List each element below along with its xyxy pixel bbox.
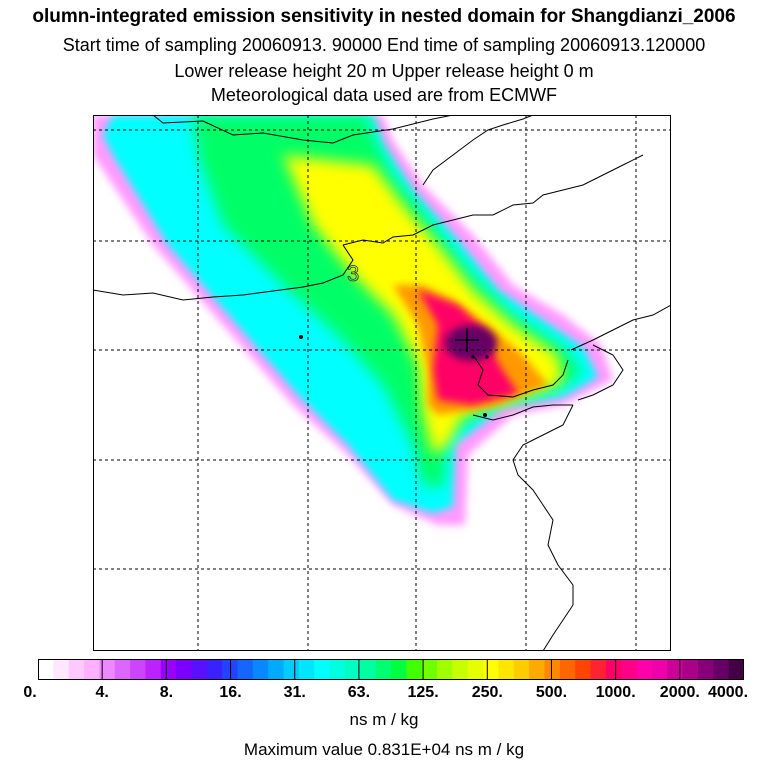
colorbar-swatch	[513, 659, 530, 680]
colorbar-tick-label: 125.	[407, 684, 439, 701]
colorbar-swatch	[651, 659, 668, 680]
colorbar-tick-label: 500.	[535, 684, 568, 701]
colorbar-swatch	[206, 659, 223, 680]
map-border	[93, 115, 671, 651]
station-markers	[299, 328, 489, 417]
colorbar-swatch	[682, 659, 699, 680]
colorbar-tick-label: 4000.	[707, 684, 749, 701]
colorbar-tick-label: 1000.	[595, 684, 636, 701]
colorbar-swatch	[283, 659, 300, 680]
colorbar-swatch	[728, 659, 744, 680]
colorbar-tick-label: 0.	[23, 684, 37, 701]
colorbar-swatch	[191, 659, 208, 680]
colorbar-swatch	[391, 659, 407, 680]
colorbar	[38, 659, 744, 680]
colorbar-swatch	[298, 659, 315, 680]
release-height-line: Lower release height 20 m Upper release …	[174, 61, 594, 81]
colorbar-tick-label: 31.	[283, 684, 306, 701]
colorbar-swatch	[452, 659, 469, 680]
colorbar-tick-label: 2000.	[659, 684, 700, 701]
colorbar-swatch	[237, 659, 254, 680]
met-data-line: Meteorological data used are from ECMWF	[210, 85, 558, 105]
colorbar-swatch	[636, 659, 653, 680]
colorbar-swatch	[483, 659, 499, 680]
colorbar-swatch	[84, 659, 100, 680]
colorbar-swatch	[252, 659, 269, 680]
colorbar-swatch	[621, 659, 638, 680]
colorbar-swatch	[421, 659, 438, 680]
colorbar-swatch	[375, 659, 392, 680]
contour-label: 3	[347, 261, 359, 286]
colorbar-swatch	[38, 659, 54, 680]
colorbar-swatch	[544, 659, 561, 680]
colorbar-swatch	[99, 659, 116, 680]
colorbar-swatch	[667, 659, 684, 680]
colorbar-swatch	[559, 659, 576, 680]
colorbar-swatch	[68, 659, 85, 680]
colorbar-swatch	[53, 659, 70, 680]
max-value-label: Maximum value 0.831E+04 ns m / kg	[243, 740, 525, 759]
colorbar-tick-label: 250.	[471, 684, 503, 701]
colorbar-tick-label: 63.	[347, 684, 371, 701]
colorbar-swatch	[145, 659, 162, 680]
plume	[93, 115, 613, 525]
colorbar-tick-label: 16.	[219, 684, 242, 701]
map-grid	[93, 115, 671, 651]
colorbar-swatch	[590, 659, 607, 680]
colorbar-swatch	[360, 659, 377, 680]
colorbar-swatch	[605, 659, 622, 680]
colorbar-swatches	[38, 659, 744, 680]
colorbar-swatch	[467, 659, 484, 680]
sensitivity-map: 3	[93, 115, 671, 651]
colorbar-swatch	[160, 659, 177, 680]
colorbar-swatch	[713, 659, 730, 680]
colorbar-swatch	[575, 659, 592, 680]
colorbar-border	[38, 659, 744, 680]
colorbar-swatch	[329, 659, 346, 680]
map-panel: 3	[93, 115, 671, 651]
plume-core	[445, 325, 497, 361]
colorbar-swatch	[314, 659, 331, 680]
colorbar-swatch	[697, 659, 714, 680]
colorbar-tick-label: 4.	[95, 684, 109, 701]
coastlines-borders	[93, 115, 671, 651]
colorbar-swatch	[529, 659, 545, 680]
colorbar-tick-label: 8.	[159, 684, 174, 701]
sampling-time-line: Start time of sampling 20060913. 90000 E…	[62, 35, 706, 55]
colorbar-swatch	[268, 659, 285, 680]
colorbar-swatch	[176, 659, 192, 680]
units-label: ns m / kg	[349, 710, 419, 729]
colorbar-swatch	[114, 659, 131, 680]
colorbar-swatch	[406, 659, 423, 680]
colorbar-swatch	[130, 659, 146, 680]
colorbar-swatch	[437, 659, 453, 680]
colorbar-swatch	[498, 659, 515, 680]
colorbar-swatch	[344, 659, 361, 680]
chart-title: olumn-integrated emission sensitivity in…	[32, 6, 736, 27]
